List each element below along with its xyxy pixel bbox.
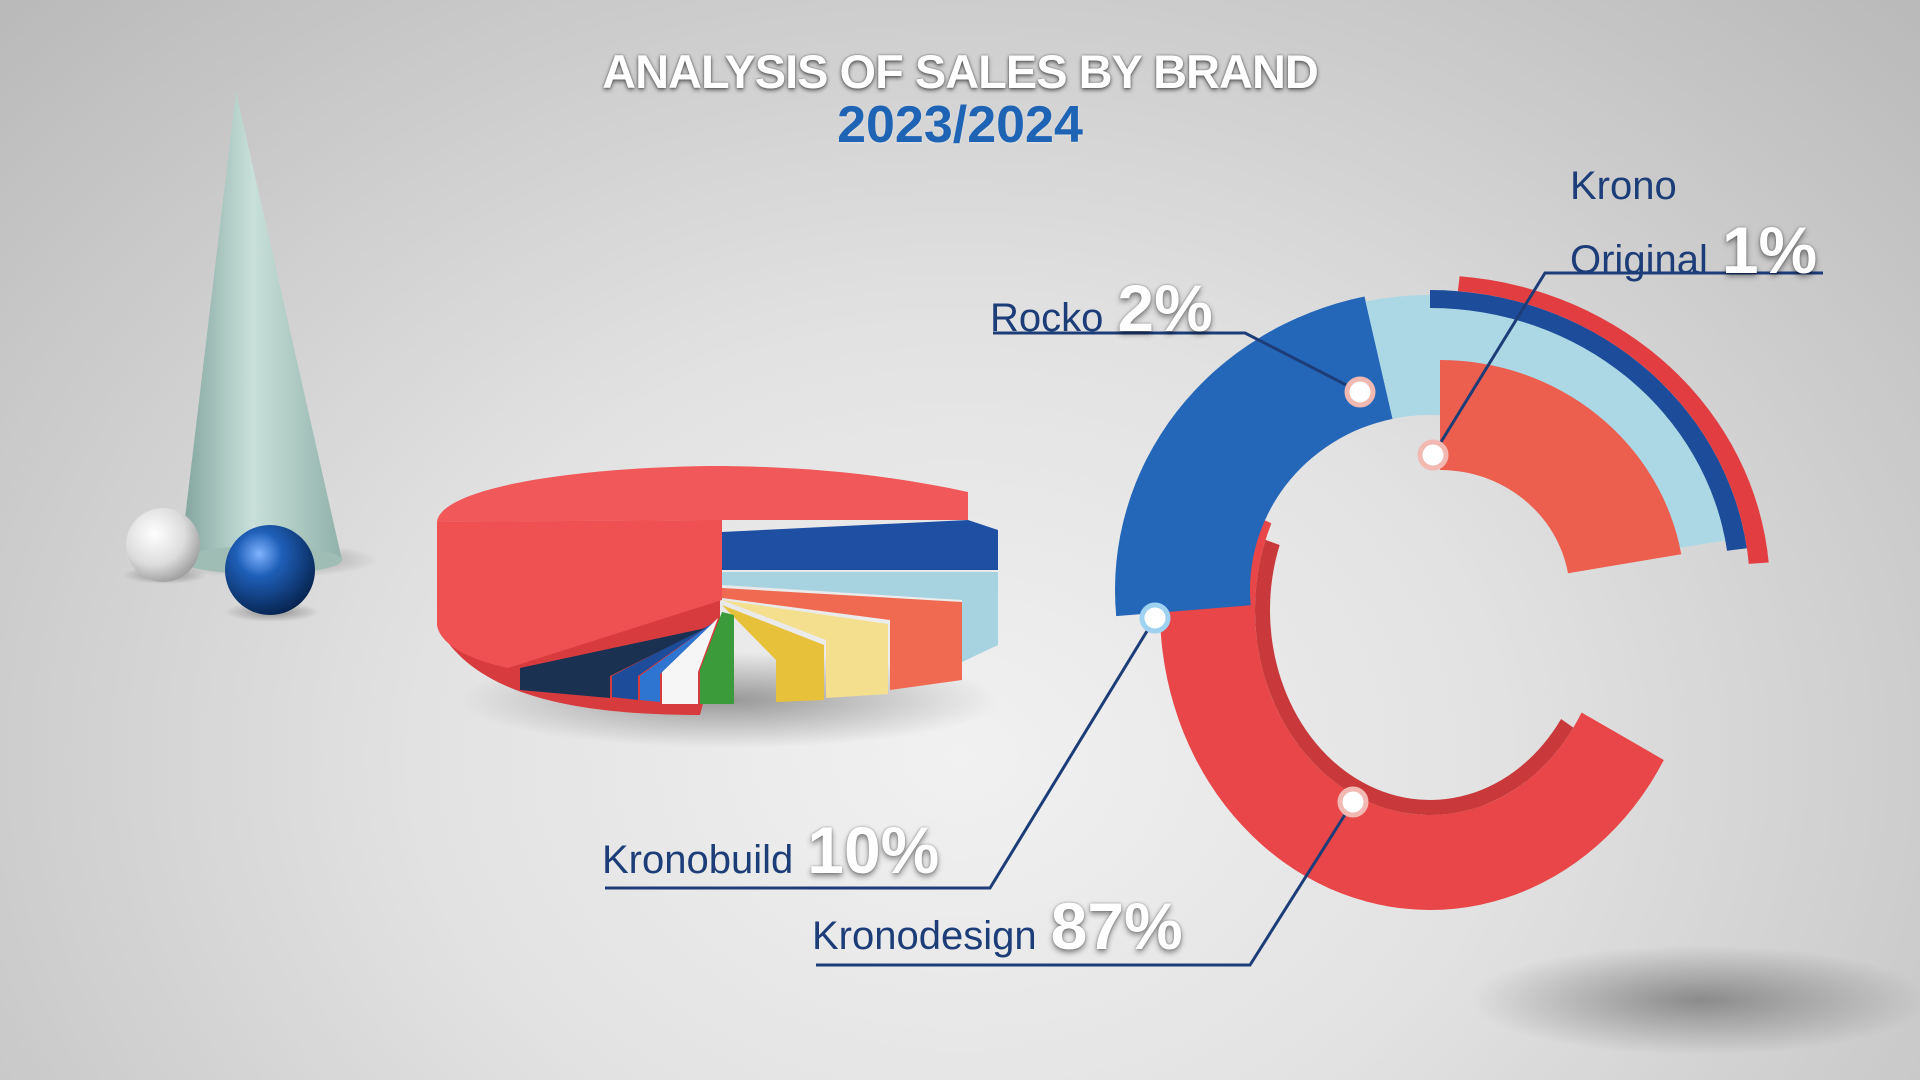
chart-subtitle: 2023/2024 [837,96,1083,154]
pie-wedge-yellow [722,605,824,702]
pie-wedge-lightblue [722,572,998,662]
chart-title: ANALYSIS OF SALES BY BRAND [602,45,1319,98]
markers [1139,376,1449,818]
title-block: ANALYSIS OF SALES BY BRAND 2023/2024 [0,44,1920,155]
donut-segment-kronobuild [1115,296,1393,617]
label-krono-original: Krono Original 1% [1570,160,1817,288]
marker-kronodesign [1337,786,1369,818]
leader-line-kronodesign [816,801,1355,967]
pie-wedge-lightyellow [722,600,888,698]
donut-shadow [1470,945,1920,1055]
marker-kronobuild [1139,602,1171,634]
marker-rocko [1344,376,1376,408]
donut-3d [1115,276,1920,1055]
label-kronodesign-pct: 87% [1050,889,1183,963]
donut-stripe-navy [1430,290,1747,551]
marker-krono-original [1417,439,1449,471]
cone [180,92,342,560]
label-rocko-name: Rocko [990,296,1104,340]
label-kronobuild: Kronobuild 10% [602,812,939,888]
blue-ball [225,525,315,615]
decor [123,92,378,622]
donut-segment-krono-original [1440,360,1682,574]
donut-segment-kronodesign [1160,483,1664,910]
pie-wedge-white [662,618,718,704]
pie-wedge-darknavy [520,628,706,698]
label-krono-original-line2: Original [1570,238,1708,282]
white-ball [126,508,200,582]
donut-stripe-red [1457,276,1769,564]
pie-red-top [437,466,968,522]
label-krono-original-line1: Krono [1570,164,1677,208]
pie-wedge-green [700,612,734,704]
leader-line-kronobuild [605,617,1157,890]
label-krono-original-pct: 1% [1721,213,1818,287]
leader-line-rocko [993,331,1361,394]
label-kronodesign-name: Kronodesign [812,914,1037,958]
pie-red-front [437,520,722,668]
pie-wedge-darkblue [722,520,998,570]
label-kronobuild-pct: 10% [807,813,940,887]
pie-wedge-navy [612,625,710,700]
pie-3d [437,466,1000,748]
pie-wedge-salmon [722,588,962,690]
leader-line-krono-original [1431,271,1823,456]
label-rocko-pct: 2% [1117,271,1213,345]
leader-lines [605,271,1823,967]
label-krono-original-line2-row: Original 1% [1570,212,1817,288]
pie-wedge-blue [640,622,714,702]
label-rocko: Rocko 2% [990,270,1213,346]
label-kronodesign: Kronodesign 87% [812,888,1183,964]
label-kronobuild-name: Kronobuild [602,838,794,882]
